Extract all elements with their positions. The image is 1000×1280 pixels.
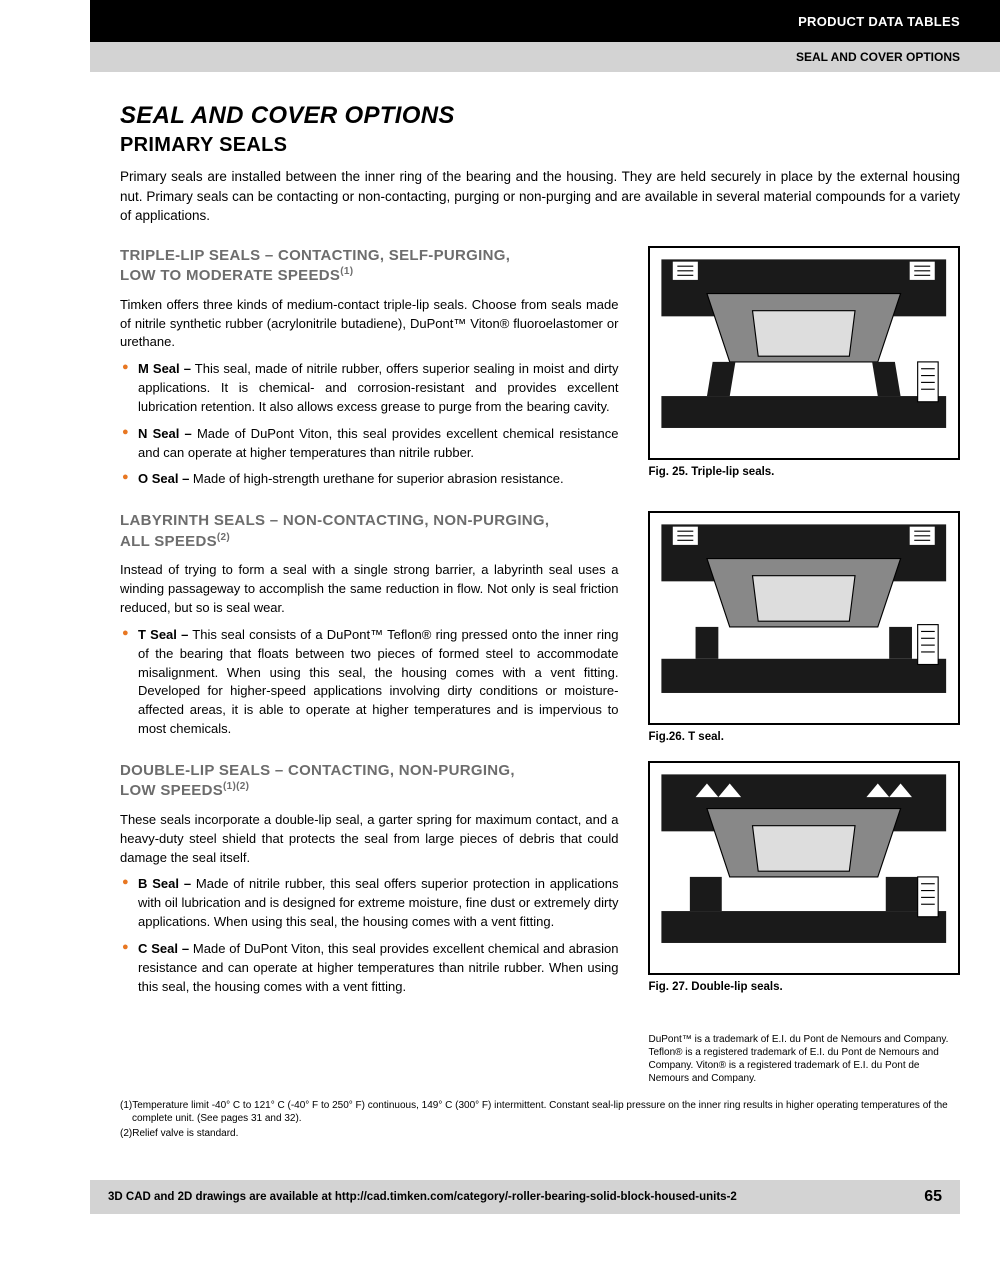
figure-27-caption: Fig. 27. Double-lip seals. — [648, 981, 960, 993]
section-labyrinth: LABYRINTH SEALS – NON-CONTACTING, NON-PU… — [120, 511, 960, 747]
section-double-lip: DOUBLE-LIP SEALS – CONTACTING, NON-PURGI… — [120, 761, 960, 1085]
header-line2: SEAL AND COVER OPTIONS — [796, 50, 960, 64]
figure-25 — [648, 246, 960, 460]
list-item: C Seal – Made of DuPont Viton, this seal… — [120, 940, 618, 997]
trademark-notice: DuPont™ is a trademark of E.I. du Pont d… — [648, 1033, 960, 1085]
list-item: N Seal – Made of DuPont Viton, this seal… — [120, 425, 618, 463]
footer-text: 3D CAD and 2D drawings are available at … — [108, 1191, 737, 1203]
t-seal-diagram — [650, 513, 958, 718]
header-gray-band: SEAL AND COVER OPTIONS — [90, 42, 1000, 72]
section3-body: These seals incorporate a double-lip sea… — [120, 811, 618, 868]
section-triple-lip: TRIPLE-LIP SEALS – CONTACTING, SELF-PURG… — [120, 246, 960, 498]
list-item: T Seal – This seal consists of a DuPont™… — [120, 626, 618, 739]
section3-bullets: B Seal – Made of nitrile rubber, this se… — [120, 875, 618, 996]
double-lip-seal-diagram — [650, 763, 958, 968]
section2-heading: LABYRINTH SEALS – NON-CONTACTING, NON-PU… — [120, 511, 618, 551]
figure-26-caption: Fig.26. T seal. — [648, 731, 960, 743]
section1-body: Timken offers three kinds of medium-cont… — [120, 296, 618, 353]
intro-paragraph: Primary seals are installed between the … — [120, 167, 960, 226]
figure-27 — [648, 761, 960, 975]
figure-26 — [648, 511, 960, 725]
list-item: O Seal – Made of high-strength urethane … — [120, 470, 618, 489]
footnote-2: (2)Relief valve is standard. — [132, 1127, 960, 1140]
page-number: 65 — [924, 1188, 942, 1206]
section1-bullets: M Seal – This seal, made of nitrile rubb… — [120, 360, 618, 489]
footer-bar: 3D CAD and 2D drawings are available at … — [90, 1180, 960, 1214]
page-subtitle: PRIMARY SEALS — [120, 134, 960, 157]
figure-25-caption: Fig. 25. Triple-lip seals. — [648, 466, 960, 478]
triple-lip-seal-diagram — [650, 248, 958, 453]
footnote-1: (1)Temperature limit -40° C to 121° C (-… — [132, 1099, 960, 1125]
header-black-band: PRODUCT DATA TABLES — [90, 0, 1000, 42]
header-line1: PRODUCT DATA TABLES — [798, 14, 960, 29]
page-body: SEAL AND COVER OPTIONS PRIMARY SEALS Pri… — [0, 72, 1000, 1162]
list-item: B Seal – Made of nitrile rubber, this se… — [120, 875, 618, 932]
section1-heading: TRIPLE-LIP SEALS – CONTACTING, SELF-PURG… — [120, 246, 618, 286]
footnotes: (1)Temperature limit -40° C to 121° C (-… — [120, 1099, 960, 1140]
list-item: M Seal – This seal, made of nitrile rubb… — [120, 360, 618, 417]
section2-body: Instead of trying to form a seal with a … — [120, 561, 618, 618]
page-title: SEAL AND COVER OPTIONS — [120, 102, 960, 130]
section2-bullets: T Seal – This seal consists of a DuPont™… — [120, 626, 618, 739]
section3-heading: DOUBLE-LIP SEALS – CONTACTING, NON-PURGI… — [120, 761, 618, 801]
